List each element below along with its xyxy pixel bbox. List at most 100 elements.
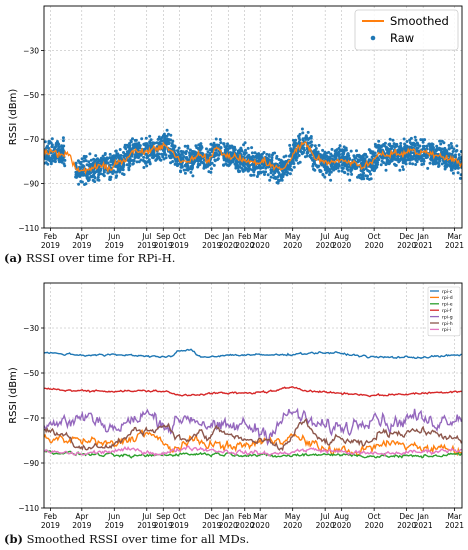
b-series-rpi-i	[44, 445, 462, 457]
a-xtick-month: Feb	[44, 232, 58, 241]
a-raw-point	[373, 167, 377, 171]
a-raw-point	[425, 155, 429, 159]
a-raw-point	[97, 178, 101, 182]
a-raw-point	[320, 155, 324, 159]
a-raw-point	[61, 157, 65, 161]
a-raw-point	[379, 163, 383, 167]
a-raw-point	[175, 159, 179, 163]
a-raw-point	[374, 165, 378, 168]
a-raw-point	[422, 144, 426, 148]
a-raw-point	[313, 168, 317, 172]
b-xtick-month: Sep	[156, 512, 170, 521]
a-raw-point	[408, 162, 412, 165]
a-xtick-year: 2019	[170, 241, 189, 250]
a-raw-point	[60, 147, 64, 151]
a-raw-point	[449, 163, 453, 167]
b-legend-label-rpi-e: rpi-e	[442, 302, 453, 308]
a-raw-point	[401, 161, 405, 165]
a-raw-point	[142, 166, 146, 169]
a-raw-point	[99, 172, 103, 176]
a-raw-point	[127, 150, 131, 154]
a-raw-point	[329, 170, 333, 174]
a-raw-point	[44, 161, 48, 165]
b-xtick-year: 2021	[414, 521, 433, 530]
a-raw-point	[167, 132, 170, 136]
a-raw-point	[86, 170, 90, 174]
a-raw-point	[341, 151, 345, 155]
a-raw-point	[118, 170, 122, 174]
a-raw-point	[77, 182, 81, 186]
a-raw-point	[285, 173, 289, 177]
a-raw-point	[335, 148, 339, 152]
a-raw-point	[118, 164, 122, 168]
b-ytick-label: −50	[23, 369, 39, 378]
a-raw-point	[360, 177, 364, 181]
a-raw-point	[321, 148, 325, 152]
a-xtick-label: Feb 2020	[235, 232, 254, 250]
a-raw-point	[122, 163, 125, 167]
a-raw-point	[329, 178, 333, 182]
a-raw-point	[459, 150, 462, 153]
a-xtick-label: Jan 2021	[414, 232, 433, 250]
a-raw-point	[79, 160, 83, 164]
a-raw-point	[171, 160, 175, 163]
b-xtick-month: Dec	[204, 512, 219, 521]
a-raw-point	[327, 173, 331, 177]
a-raw-point	[279, 173, 283, 177]
b-xtick-month: Oct	[173, 512, 186, 521]
b-xtick-label: Mar 2021	[445, 512, 464, 530]
a-ytick-label: −110	[18, 224, 39, 233]
a-raw-point	[325, 151, 329, 155]
a-raw-point	[145, 142, 149, 146]
b-xtick-label: Feb 2019	[41, 512, 60, 530]
a-raw-point	[270, 160, 273, 164]
a-raw-point	[259, 156, 263, 160]
a-raw-point	[279, 162, 283, 166]
a-raw-point	[380, 144, 384, 148]
a-raw-point	[270, 156, 274, 160]
a-xtick-label: Dec 2020	[397, 232, 416, 250]
b-xtick-year: 2020	[219, 521, 238, 530]
a-raw-point	[398, 168, 402, 172]
a-xtick-month: Sep	[156, 232, 170, 241]
a-raw-point	[144, 146, 148, 149]
b-xtick-month: Apr	[75, 512, 89, 521]
a-raw-point	[91, 174, 95, 178]
a-raw-point	[275, 156, 279, 160]
a-raw-point	[365, 155, 369, 159]
a-raw-point	[112, 154, 116, 158]
b-xtick-label: Dec 2019	[202, 512, 221, 530]
a-raw-point	[329, 152, 333, 156]
a-raw-point	[103, 157, 106, 160]
a-raw-point	[416, 156, 420, 160]
a-raw-point	[213, 159, 217, 163]
a-raw-point	[434, 149, 438, 153]
a-raw-point	[91, 168, 95, 172]
b-grid	[44, 283, 462, 509]
a-raw-point	[196, 165, 200, 169]
a-raw-point	[135, 160, 139, 164]
a-raw-point	[293, 152, 297, 156]
a-raw-point	[411, 162, 415, 166]
a-raw-point	[123, 143, 127, 147]
a-raw-point	[385, 156, 388, 160]
a-raw-point	[62, 162, 66, 166]
a-xtick-month: Jul	[141, 232, 151, 241]
a-raw-point	[219, 141, 223, 145]
b-xtick-month: Dec	[399, 512, 414, 521]
a-xtick-month: Jul	[320, 232, 330, 241]
a-raw-point	[453, 155, 457, 159]
a-raw-point	[223, 145, 227, 149]
a-raw-point	[148, 134, 152, 138]
a-raw-point	[88, 162, 92, 166]
b-xtick-year: 2019	[72, 521, 91, 530]
a-raw-point	[336, 151, 340, 155]
a-raw-point	[323, 175, 327, 179]
a-raw-point	[246, 164, 250, 168]
a-raw-point	[273, 151, 277, 155]
b-xtick-label: Oct 2019	[170, 512, 189, 530]
a-raw-point	[281, 171, 285, 175]
b-xtick-label: Apr 2019	[72, 512, 91, 530]
a-raw-point	[159, 137, 163, 141]
a-xtick-month: Apr	[75, 232, 89, 241]
